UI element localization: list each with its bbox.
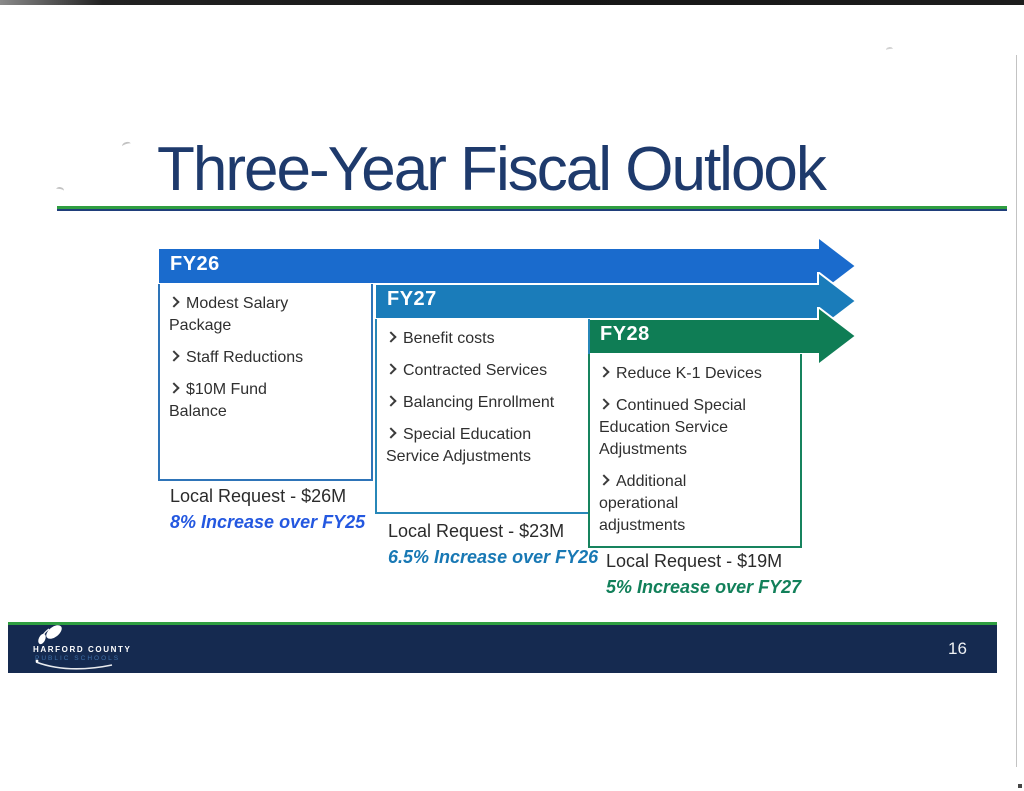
footer-bar xyxy=(8,625,997,673)
list-item-label: Additional operational adjustments xyxy=(599,473,687,535)
local-request-increase: 6.5% Increase over FY26 xyxy=(388,547,599,567)
chevron-bullet-icon xyxy=(385,363,397,375)
harford-county-logo: HARFORD COUNTY PUBLIC SCHOOLS xyxy=(28,624,188,674)
chevron-bullet-icon xyxy=(385,331,397,343)
chevron-bullet-icon xyxy=(385,395,397,407)
chevron-bullet-icon xyxy=(168,350,180,362)
fy27-box: Benefit costs Contracted Services Balanc… xyxy=(375,319,590,514)
list-item: Continued Special Education Service Adju… xyxy=(598,395,772,461)
chevron-bullet-icon xyxy=(168,382,180,394)
list-item-label: Continued Special Education Service Adju… xyxy=(599,397,746,459)
list-item-label: $10M Fund Balance xyxy=(169,381,267,421)
list-item: Balancing Enrollment xyxy=(385,392,560,414)
chevron-bullet-icon xyxy=(385,427,397,439)
list-item: Benefit costs xyxy=(385,328,560,350)
title-divider-navy xyxy=(57,209,1007,211)
list-item-label: Contracted Services xyxy=(403,362,548,380)
list-item: Reduce K-1 Devices xyxy=(598,363,772,385)
fy26-arrow-label: FY26 xyxy=(170,253,220,275)
local-request-amount: Local Request - $19M xyxy=(606,551,783,571)
scan-smudge xyxy=(885,46,894,53)
fy27-arrow-label: FY27 xyxy=(387,288,437,310)
local-request-amount: Local Request - $26M xyxy=(170,486,347,506)
list-item: Contracted Services xyxy=(385,360,560,382)
fy28-arrow-label: FY28 xyxy=(600,323,650,345)
scan-speck xyxy=(1018,784,1022,788)
leaf-logo-icon xyxy=(35,625,113,670)
chevron-bullet-icon xyxy=(598,398,610,410)
chevron-bullet-icon xyxy=(168,296,180,308)
scan-smudge xyxy=(55,186,65,194)
scan-edge-right xyxy=(1016,55,1017,767)
local-request-amount: Local Request - $23M xyxy=(388,521,565,541)
fy27-local-request: Local Request - $23M 6.5% Increase over … xyxy=(388,521,598,568)
chevron-bullet-icon xyxy=(598,474,610,486)
title-divider xyxy=(57,206,1007,211)
page-number: 16 xyxy=(948,639,967,658)
logo-org-name: HARFORD COUNTY xyxy=(33,645,132,654)
list-item: Additional operational adjustments xyxy=(598,471,699,537)
fy28-box: Reduce K-1 Devices Continued Special Edu… xyxy=(588,354,802,548)
fy26-box: Modest Salary Package Staff Reductions $… xyxy=(158,284,373,481)
logo-org-subtitle: PUBLIC SCHOOLS xyxy=(35,655,121,662)
footer-accent-line xyxy=(8,622,997,625)
scan-edge-top xyxy=(0,0,1024,5)
chevron-bullet-icon xyxy=(598,366,610,378)
list-item: Staff Reductions xyxy=(168,347,325,369)
local-request-increase: 5% Increase over FY27 xyxy=(606,577,802,597)
fy26-local-request: Local Request - $26M 8% Increase over FY… xyxy=(170,486,365,533)
slide-title: Three-Year Fiscal Outlook xyxy=(157,135,827,204)
list-item-label: Modest Salary Package xyxy=(169,295,289,335)
list-item: $10M Fund Balance xyxy=(168,379,325,423)
title-divider-green xyxy=(57,206,1007,209)
local-request-increase: 8% Increase over FY25 xyxy=(170,512,366,532)
list-item: Special Education Service Adjustments xyxy=(385,424,560,468)
list-item-label: Staff Reductions xyxy=(186,349,304,367)
fy28-local-request: Local Request - $19M 5% Increase over FY… xyxy=(606,551,801,598)
list-item-label: Benefit costs xyxy=(403,330,495,347)
list-item-label: Reduce K-1 Devices xyxy=(616,365,762,382)
list-item: Modest Salary Package xyxy=(168,293,325,337)
list-item-label: Balancing Enrollment xyxy=(403,394,555,412)
scan-smudge xyxy=(121,140,132,150)
list-item-label: Special Education Service Adjustments xyxy=(386,426,532,466)
